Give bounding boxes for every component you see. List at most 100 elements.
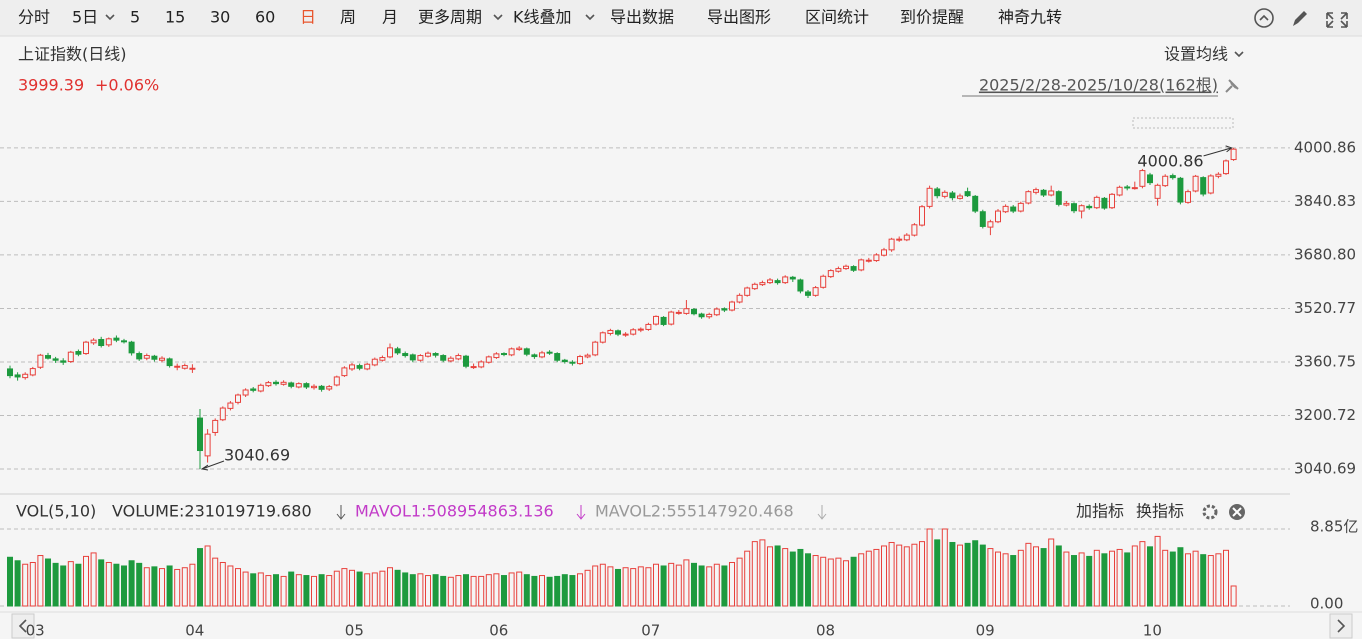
scroll-left[interactable] <box>11 613 35 639</box>
y-tick-label: 3040.69 <box>1294 460 1356 478</box>
volume-bar <box>1154 535 1161 607</box>
volume-bar <box>29 561 36 607</box>
volume-bar <box>1223 549 1229 607</box>
scroll-right[interactable] <box>1329 613 1353 639</box>
dropdown-chevron[interactable] <box>1234 51 1244 58</box>
toolbar-item[interactable]: 区间统计 <box>805 8 869 27</box>
candle-body <box>1147 174 1153 184</box>
toolbar-item[interactable]: 分时 <box>18 8 50 27</box>
candle-body <box>447 357 454 362</box>
candle-body <box>409 354 416 361</box>
candle-body <box>470 366 477 369</box>
dropdown-chevron[interactable] <box>105 14 115 21</box>
volume-bar <box>22 563 29 607</box>
candle-body <box>1033 189 1039 193</box>
collapse-icon <box>1259 14 1269 21</box>
volume-bar <box>326 575 333 607</box>
candle-body <box>1109 193 1115 209</box>
volume-bar <box>972 540 979 607</box>
volume-bar <box>1093 549 1100 607</box>
candle-body <box>1002 205 1009 213</box>
toolbar-item[interactable]: 到价提醒 <box>900 8 964 27</box>
candle-body <box>151 355 158 360</box>
volume-bar <box>1002 553 1009 607</box>
range-slider[interactable] <box>1132 117 1234 129</box>
toolbar-item[interactable]: 5 <box>130 8 140 27</box>
candle-body <box>235 394 241 403</box>
volume-bar <box>622 567 629 607</box>
candle-body <box>539 352 545 358</box>
ma-settings[interactable]: 设置均线 <box>1164 45 1228 64</box>
candle-body <box>379 357 386 361</box>
candle-body <box>394 348 401 354</box>
draw-button[interactable] <box>1293 11 1307 26</box>
candle-body <box>417 355 424 361</box>
volume-bar <box>204 545 211 607</box>
candle-body <box>1223 160 1229 175</box>
low-arrow <box>201 460 225 470</box>
candle-body <box>599 332 606 343</box>
toolbar-item[interactable]: 30 <box>210 8 230 27</box>
candle-body <box>136 353 143 360</box>
candle-body <box>774 280 781 284</box>
toolbar-item[interactable]: 更多周期 <box>418 8 482 27</box>
candle-body <box>919 206 925 226</box>
switch-indicator[interactable]: 换指标 <box>1136 502 1184 521</box>
toolbar-item[interactable]: 60 <box>255 8 275 27</box>
volume-bar <box>371 572 378 607</box>
volume-bar <box>295 574 302 607</box>
candle-body <box>90 339 97 344</box>
volume-bar <box>561 574 568 607</box>
toolbar-item[interactable]: 导出图形 <box>707 8 771 27</box>
candle-body <box>159 357 165 361</box>
pin-icon[interactable] <box>1225 79 1239 93</box>
collapse-button[interactable] <box>1254 8 1274 28</box>
toolbar-item[interactable]: 导出数据 <box>610 8 674 27</box>
volume-bar <box>143 567 150 607</box>
toolbar-item-active[interactable]: 日 <box>300 8 316 27</box>
volume-bar <box>1017 549 1024 607</box>
volume-bar <box>903 546 910 607</box>
candle-body <box>387 347 393 358</box>
toolbar-item[interactable]: 15 <box>165 8 185 27</box>
candle-body <box>280 381 287 385</box>
volume-bar <box>789 551 796 607</box>
toolbar-item[interactable]: 5日 <box>72 8 98 27</box>
candle-body <box>1040 189 1047 196</box>
candle-body <box>45 355 51 359</box>
candle-body <box>1078 205 1085 212</box>
fullscreen-button[interactable] <box>1326 12 1348 28</box>
candle-body <box>197 417 203 452</box>
volume-bar <box>751 541 758 607</box>
volume-bar <box>1147 546 1153 607</box>
toolbar-item[interactable]: 神奇九转 <box>998 8 1062 27</box>
y-tick-label: 3360.75 <box>1294 352 1356 370</box>
volume-bar <box>1139 541 1146 607</box>
volume-bar <box>774 545 781 607</box>
volume-bar <box>645 567 652 607</box>
last-price: 3999.39 <box>18 76 84 95</box>
add-indicator[interactable]: 加指标 <box>1076 502 1124 521</box>
candle-body <box>592 341 599 356</box>
date-range[interactable]: 2025/2/28-2025/10/28(162根) <box>979 76 1218 95</box>
dropdown-chevron[interactable] <box>585 14 595 21</box>
volume-bar <box>713 563 720 607</box>
candle-body <box>1169 175 1176 179</box>
volume-bar <box>516 571 523 607</box>
candle-body <box>979 211 986 227</box>
toolbar-item[interactable]: K线叠加 <box>513 8 572 27</box>
candle-body <box>1116 186 1123 196</box>
settings-button[interactable] <box>1202 504 1218 520</box>
dropdown-chevron[interactable] <box>493 14 503 21</box>
volume-bar <box>318 574 325 607</box>
toolbar-item[interactable]: 周 <box>340 8 356 27</box>
volume-bar <box>911 543 918 607</box>
volume-bar <box>455 575 462 607</box>
price-change: +0.06% <box>95 76 159 95</box>
candle-body <box>402 353 409 357</box>
candle-body <box>273 381 279 385</box>
candle-body <box>1017 202 1024 212</box>
toolbar-item[interactable]: 月 <box>382 8 398 27</box>
volume-bar <box>250 573 257 607</box>
y-tick-label: 3200.72 <box>1294 406 1356 424</box>
